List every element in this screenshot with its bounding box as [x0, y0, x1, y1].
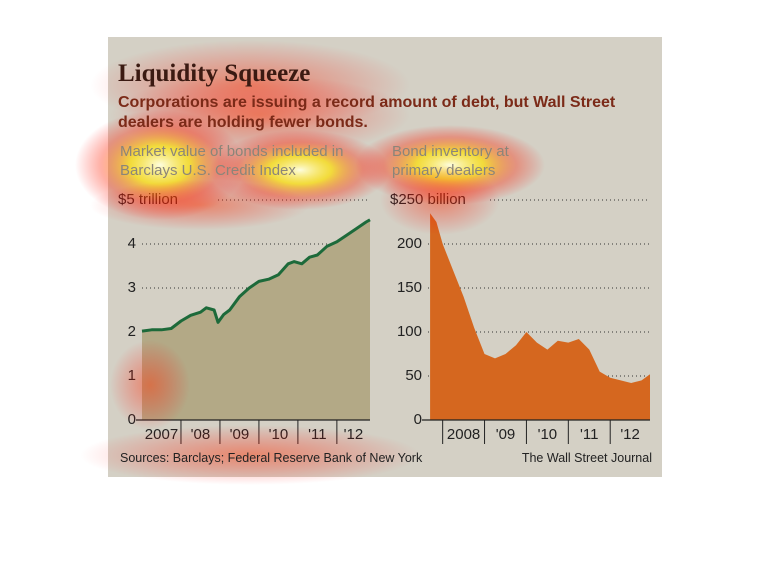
x-tick-label: '09 [496, 426, 516, 443]
y-tick-label: 100 [397, 323, 422, 340]
y-tick-label: $250 billion [390, 191, 466, 208]
x-tick-label: '10 [269, 426, 289, 443]
chart-title: Market value of bonds included in Barcla… [120, 143, 344, 179]
x-tick-label: '12 [344, 426, 364, 443]
x-tick-label: 2008 [447, 426, 480, 443]
subtitle: Corporations are issuing a record amount… [118, 94, 616, 131]
source: Sources: Barclays; Federal Reserve Bank … [120, 451, 423, 465]
y-tick-label: 50 [405, 367, 422, 384]
x-tick-label: '12 [620, 426, 640, 443]
y-tick-label: 3 [128, 279, 136, 296]
credit: The Wall Street Journal [521, 451, 652, 465]
x-tick-label: '09 [230, 426, 250, 443]
y-tick-label: $5 trillion [118, 191, 178, 208]
x-tick-label: '11 [308, 426, 326, 443]
y-tick-label: 1 [128, 367, 136, 384]
x-tick-label: '10 [538, 426, 558, 443]
area [430, 213, 650, 420]
y-tick-label: 0 [128, 411, 136, 428]
line [141, 218, 371, 333]
y-tick-label: 4 [128, 235, 136, 252]
y-tick-label: 2 [128, 323, 136, 340]
x-tick-label: 2007 [145, 426, 178, 443]
y-tick-label: 150 [397, 279, 422, 296]
area [142, 219, 370, 420]
x-tick-label: '11 [580, 426, 598, 443]
title: Liquidity Squeeze [118, 60, 311, 87]
x-tick-label: '08 [191, 426, 211, 443]
chart-title: Bond inventory at primary dealers [392, 143, 509, 179]
y-tick-label: 0 [414, 411, 422, 428]
y-tick-label: 200 [397, 235, 422, 252]
